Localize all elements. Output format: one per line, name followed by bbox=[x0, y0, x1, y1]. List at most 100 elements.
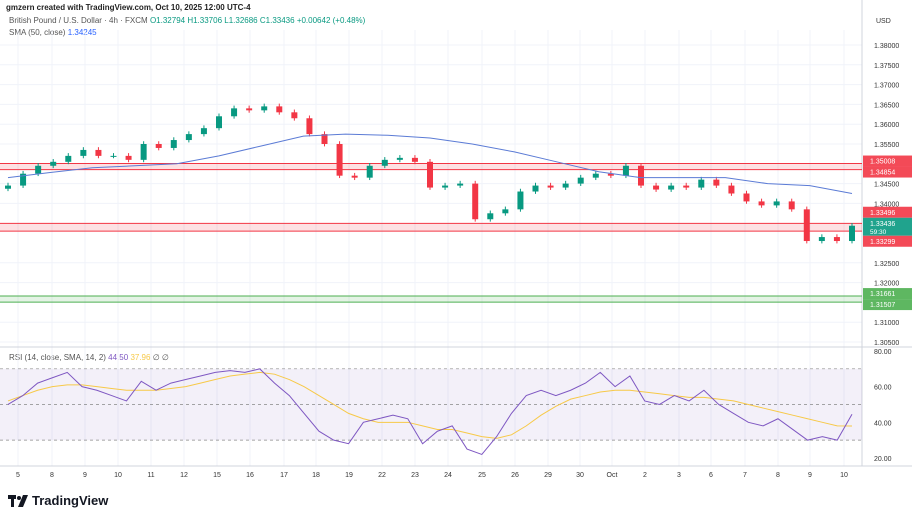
candle-body bbox=[110, 155, 117, 157]
candle-body bbox=[442, 185, 449, 188]
level-price-label: 1.31507 bbox=[870, 302, 895, 309]
ohlc-open: O1.32794 bbox=[149, 16, 186, 25]
candle-body bbox=[698, 179, 705, 188]
rsi-tick-label: 20.00 bbox=[874, 456, 892, 463]
price-tick-label: 1.37500 bbox=[874, 63, 899, 70]
price-tick-label: 1.32000 bbox=[874, 281, 899, 288]
level-price-label-bg bbox=[863, 206, 912, 218]
candle-body bbox=[396, 157, 403, 160]
ohlc-high: H1.33706 bbox=[187, 16, 223, 25]
candle-body bbox=[517, 191, 524, 210]
candle-body bbox=[231, 108, 238, 117]
rsi-tick-label: 60.00 bbox=[874, 385, 892, 392]
time-tick-label: 11 bbox=[147, 472, 154, 479]
candle-body bbox=[547, 185, 554, 188]
time-tick-label: 23 bbox=[411, 472, 419, 479]
candle-body bbox=[773, 201, 780, 206]
candle-body bbox=[381, 159, 388, 166]
candle-body bbox=[653, 185, 660, 190]
candle-body bbox=[5, 185, 11, 189]
sma-line bbox=[7, 133, 853, 194]
candle-body bbox=[155, 144, 162, 148]
level-price-label-bg bbox=[863, 166, 912, 178]
candle-body bbox=[140, 144, 147, 160]
candle-body bbox=[95, 149, 102, 156]
candle-body bbox=[849, 225, 855, 242]
candle-body bbox=[607, 173, 614, 176]
sma-label[interactable]: SMA (50, close) bbox=[9, 28, 66, 37]
rsi-ma-line bbox=[7, 371, 853, 439]
symbol-title[interactable]: British Pound / U.S. Dollar · 4h · FXCM bbox=[9, 16, 148, 25]
time-tick-label: 5 bbox=[16, 472, 20, 479]
candle-body bbox=[185, 134, 192, 141]
candle-body bbox=[216, 116, 222, 129]
logo-text: TradingView bbox=[32, 493, 109, 508]
time-tick-label: 8 bbox=[50, 472, 54, 479]
level-price-label: 1.35008 bbox=[870, 159, 895, 166]
tradingview-logo: TradingView bbox=[8, 493, 108, 508]
time-tick-label: 30 bbox=[576, 472, 584, 479]
candle-body bbox=[306, 118, 313, 135]
rsi-label[interactable]: RSI (14, close, SMA, 14, 2) bbox=[9, 353, 106, 362]
candle-body bbox=[366, 165, 373, 178]
price-tick-label: 1.36000 bbox=[874, 122, 899, 129]
rsi-extra-1: ∅ bbox=[152, 353, 160, 362]
last-price-label-bg bbox=[863, 217, 912, 236]
candle-body bbox=[577, 177, 584, 184]
symbol-legend: British Pound / U.S. Dollar · 4h · FXCM … bbox=[9, 15, 365, 39]
candle-body bbox=[457, 183, 464, 186]
candle-body bbox=[50, 161, 57, 166]
candle-body bbox=[743, 193, 750, 202]
candle-body bbox=[683, 185, 690, 188]
candle-body bbox=[200, 128, 207, 135]
time-tick-label: 26 bbox=[511, 472, 519, 479]
price-tick-label: 1.34000 bbox=[874, 201, 899, 208]
ohlc-low: L1.32686 bbox=[224, 16, 258, 25]
time-tick-label: 10 bbox=[840, 472, 848, 479]
time-tick-label: 29 bbox=[544, 472, 552, 479]
time-tick-label: 9 bbox=[83, 472, 87, 479]
time-tick-label: 8 bbox=[776, 472, 780, 479]
level-price-label-bg bbox=[863, 288, 912, 300]
time-tick-label: 18 bbox=[312, 472, 320, 479]
price-tick-label: 1.38000 bbox=[874, 43, 899, 50]
candle-body bbox=[80, 149, 87, 156]
time-tick-label: Oct bbox=[607, 472, 618, 479]
price-chart[interactable]: 1.38000 1.37500 1.37000 1.36500 1.36000 1.355… bbox=[0, 0, 912, 490]
price-tick-label: 1.32500 bbox=[874, 261, 899, 268]
candle-body bbox=[351, 175, 358, 178]
candle-body bbox=[336, 144, 343, 176]
candle-body bbox=[427, 161, 433, 188]
price-tick-label: 1.37000 bbox=[874, 83, 899, 90]
level-price-label-bg bbox=[863, 155, 912, 167]
candle-body bbox=[291, 112, 298, 119]
candle-body bbox=[487, 213, 494, 220]
chart-credit: gmzern created with TradingView.com, Oct… bbox=[6, 3, 251, 12]
time-tick-label: 16 bbox=[246, 472, 254, 479]
time-tick-label: 6 bbox=[709, 472, 713, 479]
last-price-label: 1.33436 bbox=[870, 221, 895, 228]
time-tick-label: 7 bbox=[743, 472, 747, 479]
time-tick-label: 3 bbox=[677, 472, 681, 479]
candle-body bbox=[788, 201, 795, 210]
level-price-label: 1.31661 bbox=[870, 291, 895, 298]
candle-body bbox=[818, 237, 825, 242]
ohlc-close: C1.33436 bbox=[259, 16, 295, 25]
price-change: +0.00642 (+0.48%) bbox=[296, 16, 366, 25]
candle-body bbox=[246, 108, 253, 111]
time-tick-label: 24 bbox=[444, 472, 452, 479]
rsi-tick-label: 80.00 bbox=[874, 349, 892, 356]
candle-body bbox=[622, 165, 629, 176]
candle-body bbox=[502, 209, 509, 214]
level-price-label-bg bbox=[863, 299, 912, 311]
tradingview-logo-icon bbox=[8, 494, 28, 507]
candle-body bbox=[261, 106, 268, 111]
price-tick-label: 1.31000 bbox=[874, 320, 899, 327]
level-price-label-bg bbox=[863, 235, 912, 247]
candle-body bbox=[321, 134, 328, 144]
candle-body bbox=[758, 201, 765, 206]
time-tick-label: 17 bbox=[280, 472, 288, 479]
candle-body bbox=[713, 179, 720, 186]
support-zone bbox=[0, 296, 862, 303]
price-tick-label: 1.36500 bbox=[874, 102, 899, 109]
